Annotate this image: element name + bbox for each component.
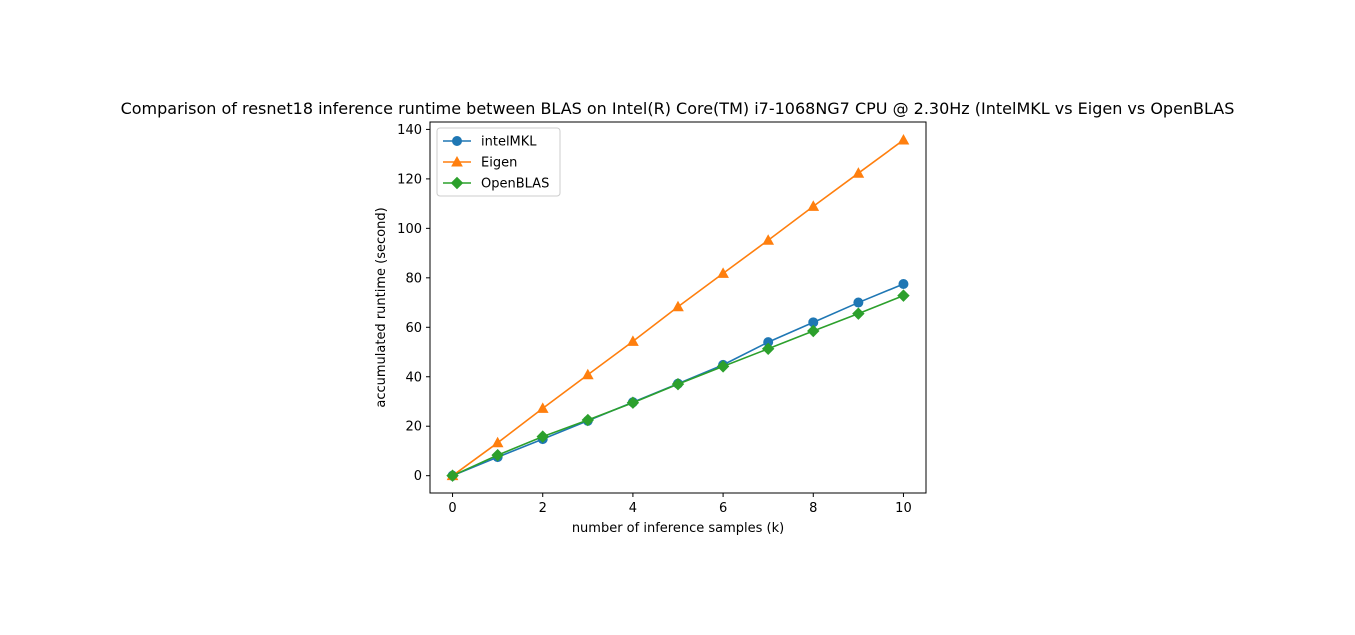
data-point bbox=[716, 360, 730, 373]
legend-item: OpenBLAS bbox=[443, 177, 549, 192]
data-point bbox=[898, 279, 909, 290]
y-axis: 0 20 40 60 80 100 120 140 bbox=[397, 123, 430, 484]
plot-frame bbox=[429, 121, 927, 494]
x-tick-label: 6 bbox=[719, 501, 727, 516]
x-tick-label: 2 bbox=[539, 501, 547, 516]
legend-item: intelMKL bbox=[443, 135, 537, 150]
plot-area bbox=[429, 121, 927, 494]
x-tick-label: 8 bbox=[809, 501, 817, 516]
data-point bbox=[671, 377, 685, 391]
legend-item: Eigen bbox=[443, 156, 517, 171]
data-point bbox=[852, 307, 865, 320]
legend-marker bbox=[452, 136, 462, 146]
legend-marker bbox=[451, 155, 463, 167]
data-point bbox=[491, 436, 504, 448]
legend-label: intelMKL bbox=[481, 135, 537, 150]
data-point bbox=[852, 167, 865, 178]
data-point bbox=[491, 448, 504, 462]
y-tick-label: 100 bbox=[397, 222, 422, 237]
data-point bbox=[446, 469, 459, 482]
legend-marker bbox=[450, 176, 464, 190]
y-tick-label: 140 bbox=[397, 123, 422, 138]
data-point bbox=[807, 324, 820, 338]
x-axis: 0 2 4 6 8 10 bbox=[448, 493, 912, 516]
data-point bbox=[897, 289, 910, 302]
data-point bbox=[762, 234, 775, 245]
series-layer bbox=[446, 134, 910, 482]
data-point bbox=[761, 342, 775, 356]
y-tick-label: 40 bbox=[405, 370, 422, 385]
series-openblas bbox=[446, 289, 910, 482]
data-point bbox=[717, 267, 729, 278]
data-point bbox=[536, 430, 549, 443]
data-point bbox=[626, 396, 640, 409]
x-tick-label: 0 bbox=[448, 501, 456, 516]
y-tick-label: 120 bbox=[397, 172, 422, 187]
legend-label: OpenBLAS bbox=[481, 177, 549, 192]
data-point bbox=[581, 413, 595, 427]
data-point bbox=[853, 297, 864, 308]
x-tick-label: 4 bbox=[629, 501, 637, 516]
chart-title: Comparison of resnet18 inference runtime… bbox=[121, 99, 1235, 118]
legend-label: Eigen bbox=[481, 156, 517, 171]
data-point bbox=[897, 134, 910, 145]
y-tick-label: 20 bbox=[405, 420, 422, 435]
data-point bbox=[581, 368, 594, 380]
data-point bbox=[627, 335, 639, 346]
y-axis-label: accumulated runtime (second) bbox=[374, 207, 389, 407]
legend: intelMKL Eigen OpenBLAS bbox=[436, 127, 561, 197]
x-axis-label: number of inference samples (k) bbox=[572, 521, 784, 536]
data-point bbox=[536, 402, 549, 413]
y-tick-label: 0 bbox=[414, 469, 422, 484]
data-point bbox=[672, 300, 684, 312]
x-tick-label: 10 bbox=[895, 501, 912, 516]
data-point bbox=[807, 200, 820, 211]
y-tick-label: 80 bbox=[405, 271, 422, 286]
y-tick-label: 60 bbox=[405, 321, 422, 336]
legend-box bbox=[436, 127, 561, 197]
